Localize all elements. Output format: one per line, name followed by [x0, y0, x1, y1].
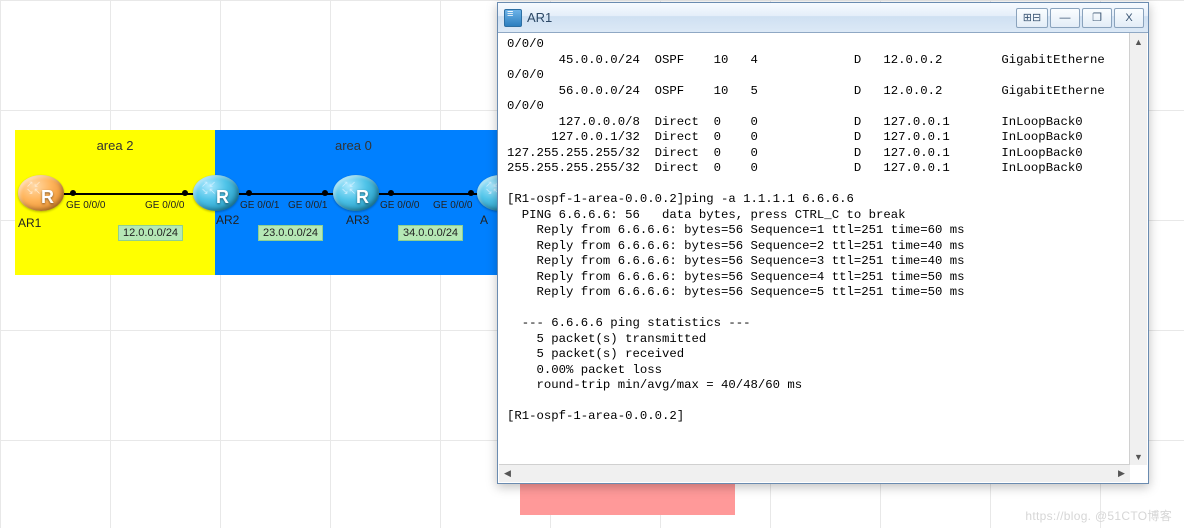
interface-label: GE 0/0/0	[145, 200, 184, 211]
link-endpoint	[70, 190, 76, 196]
scroll-up-button[interactable]: ▲	[1130, 33, 1147, 50]
pin-button[interactable]: ⊞⊟	[1016, 8, 1048, 28]
router-label: AR1	[18, 216, 41, 230]
minimize-button[interactable]: —	[1050, 8, 1080, 28]
subnet-box[interactable]: 12.0.0.0/24	[118, 225, 183, 241]
interface-label: GE 0/0/1	[288, 200, 327, 211]
interface-label: GE 0/0/0	[66, 200, 105, 211]
link-endpoint	[246, 190, 252, 196]
horizontal-scrollbar[interactable]: ◀ ▶	[499, 464, 1130, 482]
scroll-track[interactable]	[1130, 50, 1147, 448]
area-label: area 0	[335, 138, 372, 153]
interface-label: GE 0/0/0	[380, 200, 419, 211]
titlebar[interactable]: AR1 ⊞⊟ — ❐ X	[498, 3, 1148, 33]
router-label: A	[480, 213, 488, 227]
subnet-box[interactable]: 23.0.0.0/24	[258, 225, 323, 241]
router-label: AR3	[346, 213, 369, 227]
router-ar3[interactable]: ↗↙↘↖R	[333, 175, 379, 211]
close-icon: X	[1125, 12, 1132, 24]
watermark: https://blog. @51CTO博客	[1025, 507, 1172, 524]
area-label: area 2	[97, 138, 134, 153]
router-ar2[interactable]: ↗↙↘↖R	[193, 175, 239, 211]
app-icon	[504, 9, 522, 27]
link-endpoint	[468, 190, 474, 196]
link-endpoint	[322, 190, 328, 196]
terminal-output[interactable]: 0/0/0 45.0.0.0/24 OSPF 10 4 D 12.0.0.2 G…	[499, 33, 1147, 482]
subnet-box[interactable]: 34.0.0.0/24	[398, 225, 463, 241]
pin-icon: ⊞⊟	[1023, 11, 1041, 24]
link-endpoint	[182, 190, 188, 196]
router-label: AR2	[216, 213, 239, 227]
scroll-down-button[interactable]: ▼	[1130, 448, 1147, 465]
vertical-scrollbar[interactable]: ▲ ▼	[1129, 33, 1147, 465]
minimize-icon: —	[1060, 12, 1071, 24]
close-button[interactable]: X	[1114, 8, 1144, 28]
restore-button[interactable]: ❐	[1082, 8, 1112, 28]
window-title: AR1	[527, 10, 552, 25]
terminal-window[interactable]: AR1 ⊞⊟ — ❐ X 0/0/0 45.0.0.0/24 OSPF 10 4…	[497, 2, 1149, 484]
scroll-right-button[interactable]: ▶	[1113, 465, 1130, 482]
interface-label: GE 0/0/0	[433, 200, 472, 211]
scroll-left-button[interactable]: ◀	[499, 465, 516, 482]
link-ar1-ar2[interactable]	[58, 193, 198, 195]
router-ar1[interactable]: ↗↙↘↖R	[18, 175, 64, 211]
restore-icon: ❐	[1092, 11, 1102, 24]
interface-label: GE 0/0/1	[240, 200, 279, 211]
link-endpoint	[388, 190, 394, 196]
